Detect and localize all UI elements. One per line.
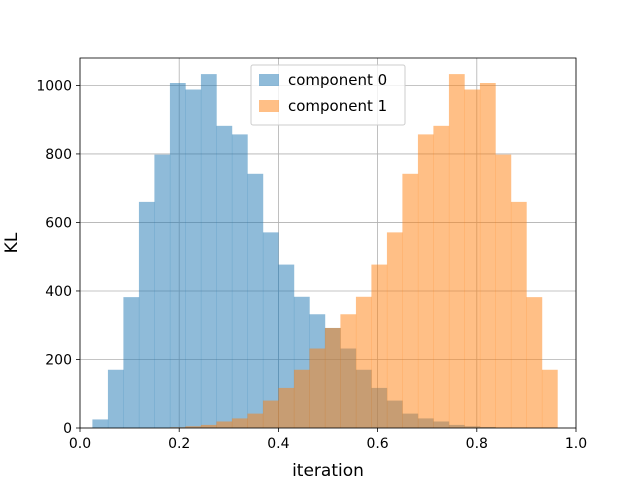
bar-component-0 [262, 232, 279, 428]
bar-component-1 [386, 232, 403, 428]
bar-component-1 [216, 421, 233, 428]
bar-component-0 [138, 201, 155, 428]
x-axis-ticks: 0.0 0.2 0.4 0.6 0.8 1.0 [69, 428, 587, 452]
bar-component-1 [495, 154, 512, 428]
bar-component-1 [200, 424, 217, 428]
legend: component 0 component 1 [250, 64, 406, 126]
x-tick-label: 0.8 [466, 436, 488, 452]
x-tick-label: 0.0 [69, 436, 91, 452]
bar-component-0 [154, 154, 171, 428]
bar-component-1 [371, 264, 388, 428]
bar-component-1 [464, 89, 481, 428]
y-tick-label: 200 [45, 352, 72, 368]
x-tick-label: 0.2 [168, 436, 190, 452]
bar-component-1 [247, 413, 264, 428]
bar-component-0 [107, 369, 124, 428]
bar-component-0 [185, 89, 202, 428]
bar-component-1 [448, 74, 465, 428]
bar-component-1 [526, 297, 543, 428]
bar-component-0 [216, 125, 233, 428]
legend-box [250, 64, 406, 126]
bar-component-0 [247, 173, 264, 428]
legend-swatch-component-0 [259, 74, 279, 86]
legend-label-component-0: component 0 [288, 71, 387, 89]
bar-component-1 [417, 134, 434, 429]
bar-component-0 [123, 297, 140, 428]
bar-component-0 [92, 419, 109, 428]
y-axis-label: KL [2, 232, 22, 253]
x-axis-label: iteration [292, 461, 364, 480]
bar-component-1 [309, 348, 326, 428]
y-axis-ticks: 0 200 400 600 800 1000 [36, 78, 80, 437]
bar-component-1 [340, 314, 357, 428]
bar-component-1 [262, 400, 279, 428]
bar-component-1 [510, 201, 527, 428]
bar-component-1 [231, 418, 248, 428]
x-tick-label: 0.4 [267, 436, 289, 452]
bar-component-1 [479, 83, 496, 428]
bar-component-1 [433, 125, 450, 428]
y-tick-label: 800 [45, 147, 72, 163]
x-tick-label: 1.0 [565, 436, 587, 452]
y-tick-label: 600 [45, 215, 72, 231]
plot-frame [79, 57, 577, 429]
bar-component-1 [541, 369, 558, 428]
y-tick-label: 0 [63, 421, 72, 437]
bar-component-0 [278, 264, 295, 428]
legend-swatch-component-1 [259, 100, 279, 112]
bar-component-1 [402, 173, 419, 428]
x-tick-label: 0.6 [366, 436, 388, 452]
series-component-1-bars [169, 74, 558, 429]
bar-component-1 [324, 327, 341, 428]
bar-component-0 [200, 74, 217, 428]
bar-component-1 [278, 387, 295, 428]
legend-label-component-1: component 1 [288, 97, 387, 115]
bar-component-1 [185, 426, 202, 428]
bar-component-1 [355, 296, 372, 428]
y-tick-label: 1000 [36, 78, 72, 94]
bar-component-0 [169, 83, 186, 428]
y-tick-label: 400 [45, 284, 72, 300]
bar-component-1 [293, 369, 310, 428]
bar-component-0 [231, 134, 248, 429]
